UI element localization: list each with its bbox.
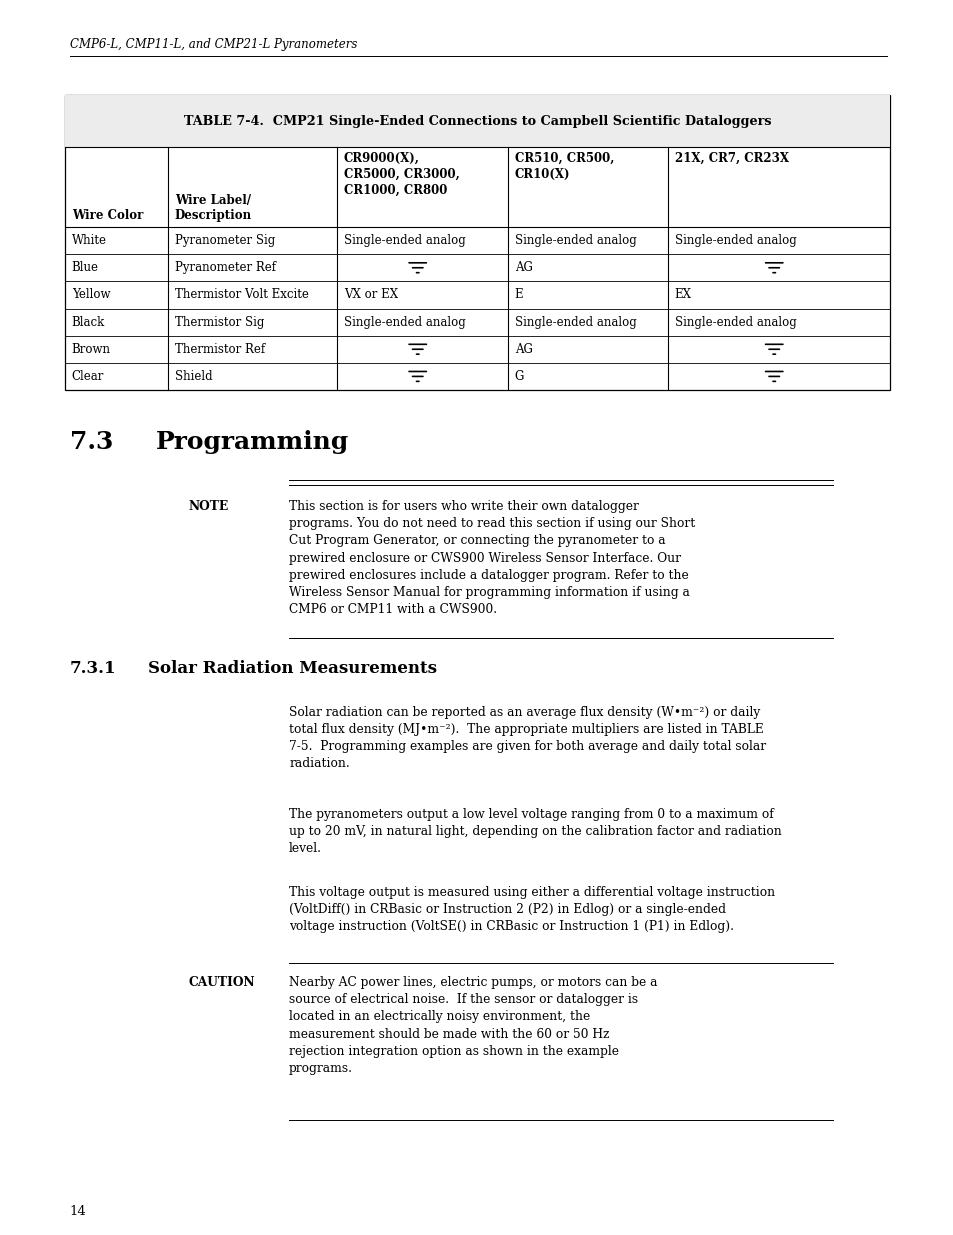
Text: Wire Color: Wire Color <box>71 209 143 222</box>
Text: 14: 14 <box>70 1205 87 1218</box>
Text: Single-ended analog: Single-ended analog <box>674 235 796 247</box>
Text: 21X, CR7, CR23X: 21X, CR7, CR23X <box>674 152 788 165</box>
Text: NOTE: NOTE <box>189 500 229 513</box>
Text: Single-ended analog: Single-ended analog <box>674 316 796 329</box>
Text: This voltage output is measured using either a differential voltage instruction
: This voltage output is measured using ei… <box>289 885 775 932</box>
Text: Blue: Blue <box>71 262 98 274</box>
Text: AG: AG <box>514 262 532 274</box>
Text: Solar Radiation Measurements: Solar Radiation Measurements <box>148 659 436 677</box>
Text: Thermistor Ref: Thermistor Ref <box>174 343 265 356</box>
Text: Single-ended analog: Single-ended analog <box>514 316 636 329</box>
Text: Shield: Shield <box>174 370 213 383</box>
Text: E: E <box>514 289 523 301</box>
Text: CAUTION: CAUTION <box>189 976 255 989</box>
Text: White: White <box>71 235 107 247</box>
Text: 7.3: 7.3 <box>70 430 112 454</box>
Text: 7.3.1: 7.3.1 <box>70 659 116 677</box>
Text: Programming: Programming <box>155 430 349 454</box>
Text: Solar radiation can be reported as an average flux density (W•m⁻²) or daily
tota: Solar radiation can be reported as an av… <box>289 706 765 769</box>
Text: This section is for users who write their own datalogger
programs. You do not ne: This section is for users who write thei… <box>289 500 695 616</box>
Text: Clear: Clear <box>71 370 104 383</box>
Text: Pyranometer Ref: Pyranometer Ref <box>174 262 275 274</box>
Text: Brown: Brown <box>71 343 111 356</box>
Text: Single-ended analog: Single-ended analog <box>343 316 465 329</box>
Text: Black: Black <box>71 316 105 329</box>
Text: Single-ended analog: Single-ended analog <box>343 235 465 247</box>
Text: CMP6-L, CMP11-L, and CMP21-L Pyranometers: CMP6-L, CMP11-L, and CMP21-L Pyranometer… <box>70 38 356 51</box>
Text: Yellow: Yellow <box>71 289 110 301</box>
Text: The pyranometers output a low level voltage ranging from 0 to a maximum of
up to: The pyranometers output a low level volt… <box>289 808 781 855</box>
Text: Pyranometer Sig: Pyranometer Sig <box>174 235 274 247</box>
Text: Thermistor Sig: Thermistor Sig <box>174 316 264 329</box>
Text: EX: EX <box>674 289 691 301</box>
Text: CR9000(X),
CR5000, CR3000,
CR1000, CR800: CR9000(X), CR5000, CR3000, CR1000, CR800 <box>343 152 459 196</box>
Text: Single-ended analog: Single-ended analog <box>514 235 636 247</box>
Bar <box>65 95 889 390</box>
Text: AG: AG <box>514 343 532 356</box>
Text: TABLE 7-4.  CMP21 Single-Ended Connections to Campbell Scientific Dataloggers: TABLE 7-4. CMP21 Single-Ended Connection… <box>184 115 770 127</box>
Text: Thermistor Volt Excite: Thermistor Volt Excite <box>174 289 308 301</box>
Bar <box>65 95 889 147</box>
Text: CR510, CR500,
CR10(X): CR510, CR500, CR10(X) <box>514 152 614 182</box>
Text: VX or EX: VX or EX <box>343 289 397 301</box>
Text: Wire Label/
Description: Wire Label/ Description <box>174 194 252 222</box>
Text: Nearby AC power lines, electric pumps, or motors can be a
source of electrical n: Nearby AC power lines, electric pumps, o… <box>289 976 657 1074</box>
Text: G: G <box>514 370 523 383</box>
